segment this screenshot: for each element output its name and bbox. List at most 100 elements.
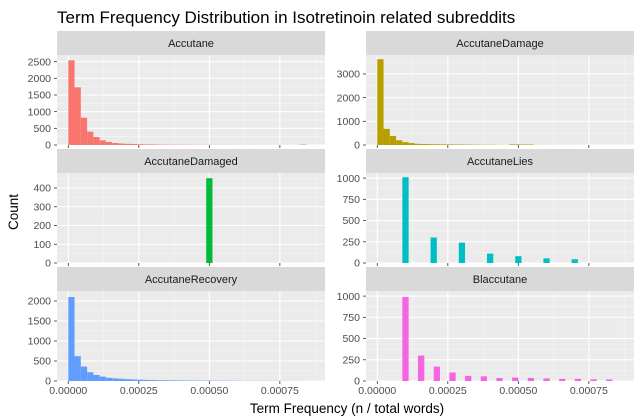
histogram-bar xyxy=(446,144,453,145)
histogram-bar xyxy=(508,144,516,145)
facet-strip xyxy=(366,31,634,55)
y-tick-label: 100 xyxy=(33,239,51,251)
histogram-bar xyxy=(105,377,113,381)
histogram-bar xyxy=(559,378,566,381)
histogram-bar xyxy=(143,379,150,381)
histogram-bar xyxy=(137,144,144,145)
histogram-bar xyxy=(590,379,597,381)
facet-strip-label: AccutaneDamage xyxy=(456,38,543,50)
histogram-bar xyxy=(512,377,519,381)
y-tick-label: 200 xyxy=(33,220,51,232)
x-tick-label: 0.00025 xyxy=(120,385,158,397)
histogram-bar xyxy=(418,355,425,381)
histogram-bar xyxy=(433,144,440,145)
facet-accutane: Accutane 0 500 1000 1500 2000 2500 xyxy=(28,31,325,152)
y-tick-label: 250 xyxy=(342,354,360,366)
x-axis-title: Term Frequency (n / total words) xyxy=(250,401,444,416)
facet-accutane-damage: AccutaneDamage 0 1000 2000 3000 xyxy=(337,31,634,152)
histogram-bar xyxy=(87,372,94,381)
histogram-bar xyxy=(458,242,466,263)
x-tick-label: 0.00050 xyxy=(190,385,228,397)
histogram-bar xyxy=(149,380,157,381)
histogram-bar xyxy=(162,380,169,381)
y-tick-label: 0 xyxy=(45,376,51,388)
facet-strip-label: AccutaneDamaged xyxy=(144,156,238,168)
facet-strip xyxy=(57,267,325,291)
histogram-bar xyxy=(99,140,106,145)
panel-background xyxy=(57,55,325,145)
histogram-bar xyxy=(124,379,131,381)
histogram-bar xyxy=(427,144,434,145)
histogram-bar xyxy=(449,372,456,381)
histogram-bar xyxy=(68,60,75,146)
histogram-bar xyxy=(143,144,150,145)
histogram-bar xyxy=(87,131,94,145)
y-tick-label: 0 xyxy=(45,258,51,270)
y-tick-label: 3000 xyxy=(337,69,361,81)
facet-strip-label: Blaccutane xyxy=(473,274,527,286)
histogram-bar xyxy=(130,379,138,381)
y-tick-label: 1000 xyxy=(337,291,361,303)
histogram-bar xyxy=(74,87,81,145)
facet-blaccutane: Blaccutane 0 250 500 750 1000 0.00000 0.00025 0.… xyxy=(337,267,634,397)
facet-accutane-damaged: AccutaneDamaged 0 100 200 300 400 xyxy=(33,149,325,270)
facet-strip xyxy=(57,31,325,55)
histogram-bar xyxy=(156,380,163,381)
y-tick-label: 400 xyxy=(33,183,51,195)
histogram-bar xyxy=(452,144,459,145)
facet-strip-label: AccutaneLies xyxy=(467,156,534,168)
chart-title: Term Frequency Distribution in Isotretin… xyxy=(57,8,515,27)
histogram-bar xyxy=(421,144,428,145)
facet-strip xyxy=(366,149,634,173)
histogram-bar xyxy=(486,253,494,263)
histogram-bar xyxy=(402,296,409,381)
panel-background xyxy=(57,291,325,381)
histogram-bar xyxy=(112,143,119,145)
histogram-bar xyxy=(383,128,390,145)
histogram-bar xyxy=(112,378,119,381)
histogram-bar xyxy=(606,379,613,381)
y-tick-label: 2000 xyxy=(28,296,52,308)
histogram-bar xyxy=(137,379,144,381)
y-tick-label: 1000 xyxy=(337,116,361,128)
histogram-bar xyxy=(527,378,534,381)
y-tick-label: 0 xyxy=(354,258,360,270)
histogram-bar xyxy=(543,258,550,263)
y-tick-label: 0 xyxy=(354,376,360,388)
y-tick-label: 1500 xyxy=(28,316,52,328)
histogram-bar xyxy=(124,143,131,145)
histogram-bar xyxy=(118,143,125,145)
histogram-bar xyxy=(99,376,106,381)
facet-accutane-recovery: AccutaneRecovery 0 500 1000 1500 2000 0.00000 0… xyxy=(28,267,325,397)
histogram-bar xyxy=(389,136,397,145)
histogram-bar xyxy=(414,143,422,145)
y-axis-title: Count xyxy=(6,194,21,230)
y-tick-label: 250 xyxy=(342,236,360,248)
y-tick-label: 0 xyxy=(354,140,360,152)
histogram-bar xyxy=(149,144,157,145)
facet-strip-label: AccutaneRecovery xyxy=(145,274,238,286)
histogram-bar xyxy=(206,178,213,263)
facet-accutane-lies: AccutaneLies 0 250 500 750 1000 xyxy=(337,149,634,270)
facet-strip-label: Accutane xyxy=(168,38,214,50)
histogram-bar xyxy=(480,376,487,381)
y-tick-label: 1000 xyxy=(28,106,52,118)
histogram-bar xyxy=(515,256,522,263)
histogram-bar xyxy=(396,140,403,145)
y-tick-label: 500 xyxy=(33,356,51,368)
histogram-bar xyxy=(130,144,138,145)
histogram-bar xyxy=(93,137,100,145)
histogram-bar xyxy=(68,297,75,381)
y-tick-label: 1000 xyxy=(337,173,361,185)
x-tick-label: 0.00000 xyxy=(358,385,396,397)
histogram-bar xyxy=(74,356,81,381)
histogram-bar xyxy=(430,237,437,263)
histogram-bar xyxy=(174,380,182,381)
panel-background xyxy=(366,55,634,145)
histogram-bar xyxy=(515,144,522,145)
histogram-bar xyxy=(433,366,440,381)
y-tick-label: 2000 xyxy=(28,73,52,85)
histogram-bar xyxy=(93,375,100,381)
histogram-bar xyxy=(543,378,550,381)
